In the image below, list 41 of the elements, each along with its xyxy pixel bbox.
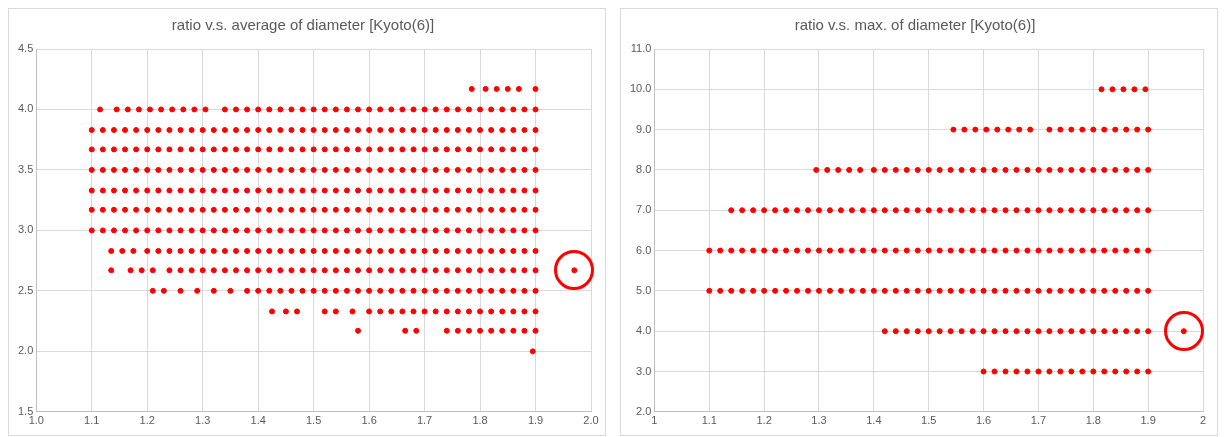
- y-tick-label: 1.5: [17, 404, 34, 417]
- y-tick-label: 4.5: [17, 42, 34, 55]
- x-tick-label: 2: [1199, 414, 1207, 427]
- chart-title: ratio v.s. max. of diameter [Kyoto(6)]: [794, 16, 1036, 34]
- y-tick-label: 4.0: [17, 102, 34, 115]
- chart-title: ratio v.s. average of diameter [Kyoto(6)]: [171, 16, 435, 34]
- x-tick-label: 1.8: [472, 414, 488, 427]
- y-tick-label: 4.0: [636, 324, 652, 337]
- y-tick-label: 2.0: [17, 344, 34, 357]
- x-tick-label: 1.2: [139, 414, 155, 427]
- x-tick-label: 1.4: [866, 414, 882, 427]
- y-tick-label: 5.0: [636, 283, 652, 296]
- y-tick-label: 2.5: [17, 283, 34, 296]
- x-tick-label: 1.6: [975, 414, 992, 427]
- x-tick-label: 1.5: [306, 414, 322, 427]
- x-tick-label: 1.3: [195, 414, 211, 427]
- x-tick-label: 1.1: [701, 414, 717, 427]
- x-tick-label: 1.8: [1085, 414, 1101, 427]
- y-tick-label: 6.0: [636, 243, 652, 256]
- y-tick-label: 2.0: [636, 404, 652, 417]
- x-tick-label: 1.9: [1140, 414, 1156, 427]
- y-tick-label: 11.0: [630, 42, 652, 55]
- x-tick-label: 1: [651, 414, 658, 427]
- x-tick-label: 1.9: [527, 414, 544, 427]
- y-tick-label: 7.0: [636, 203, 652, 216]
- x-tick-label: 1.5: [921, 414, 937, 427]
- y-tick-label: 10.0: [629, 82, 652, 95]
- x-tick-label: 1.7: [1030, 414, 1047, 427]
- x-tick-label: 1.0: [28, 414, 44, 427]
- x-tick-label: 1.4: [250, 414, 266, 427]
- x-tick-label: 1.7: [416, 414, 433, 427]
- x-tick-label: 1.6: [361, 414, 377, 427]
- y-tick-label: 3.5: [17, 162, 34, 175]
- x-tick-label: 1.3: [811, 414, 827, 427]
- y-tick-label: 3.0: [17, 223, 34, 236]
- x-tick-label: 1.2: [756, 414, 772, 427]
- x-tick-label: 1.1: [84, 414, 100, 427]
- y-tick-label: 8.0: [636, 162, 652, 175]
- y-tick-label: 3.0: [636, 364, 652, 377]
- y-tick-label: 9.0: [636, 122, 652, 135]
- x-tick-label: 2.0: [583, 414, 599, 427]
